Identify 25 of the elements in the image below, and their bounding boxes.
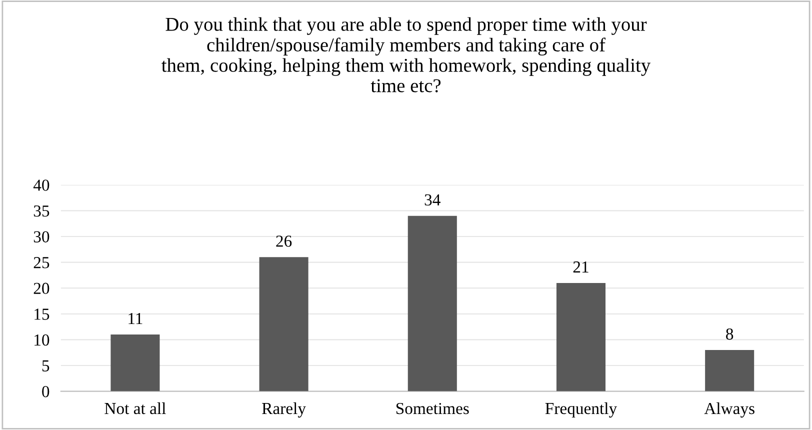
y-tick-label: 5	[42, 360, 50, 372]
bar	[556, 282, 606, 392]
y-tick-label: 20	[34, 282, 50, 294]
bar	[259, 257, 308, 392]
data-label: 34	[424, 194, 440, 206]
data-label: 26	[276, 236, 292, 247]
x-tick-label: Not at all	[104, 402, 166, 414]
bar	[110, 334, 160, 392]
x-tick-label: Frequently	[545, 402, 618, 418]
y-tick-label: 10	[34, 334, 50, 346]
y-tick-label: 25	[34, 257, 50, 268]
bar	[408, 216, 457, 392]
bar	[705, 350, 754, 392]
y-tick-label: 35	[34, 205, 50, 217]
x-tick-label: Always	[704, 402, 754, 418]
chart-title: Do you think that you are able to spend proper time with your children/spouse/family members and taking care of them, cooking, helping them with homework, spending quality time etc?	[162, 17, 651, 92]
data-label: 11	[128, 313, 142, 324]
x-tick-label: Sometimes	[396, 402, 469, 414]
data-label: 21	[573, 261, 588, 272]
y-tick-label: 15	[34, 308, 50, 320]
x-tick-label: Rarely	[262, 402, 306, 418]
y-tick-label: 0	[42, 386, 50, 398]
data-label: 8	[726, 328, 734, 340]
y-tick-label: 40	[33, 180, 50, 191]
y-tick-label: 30	[34, 231, 50, 242]
